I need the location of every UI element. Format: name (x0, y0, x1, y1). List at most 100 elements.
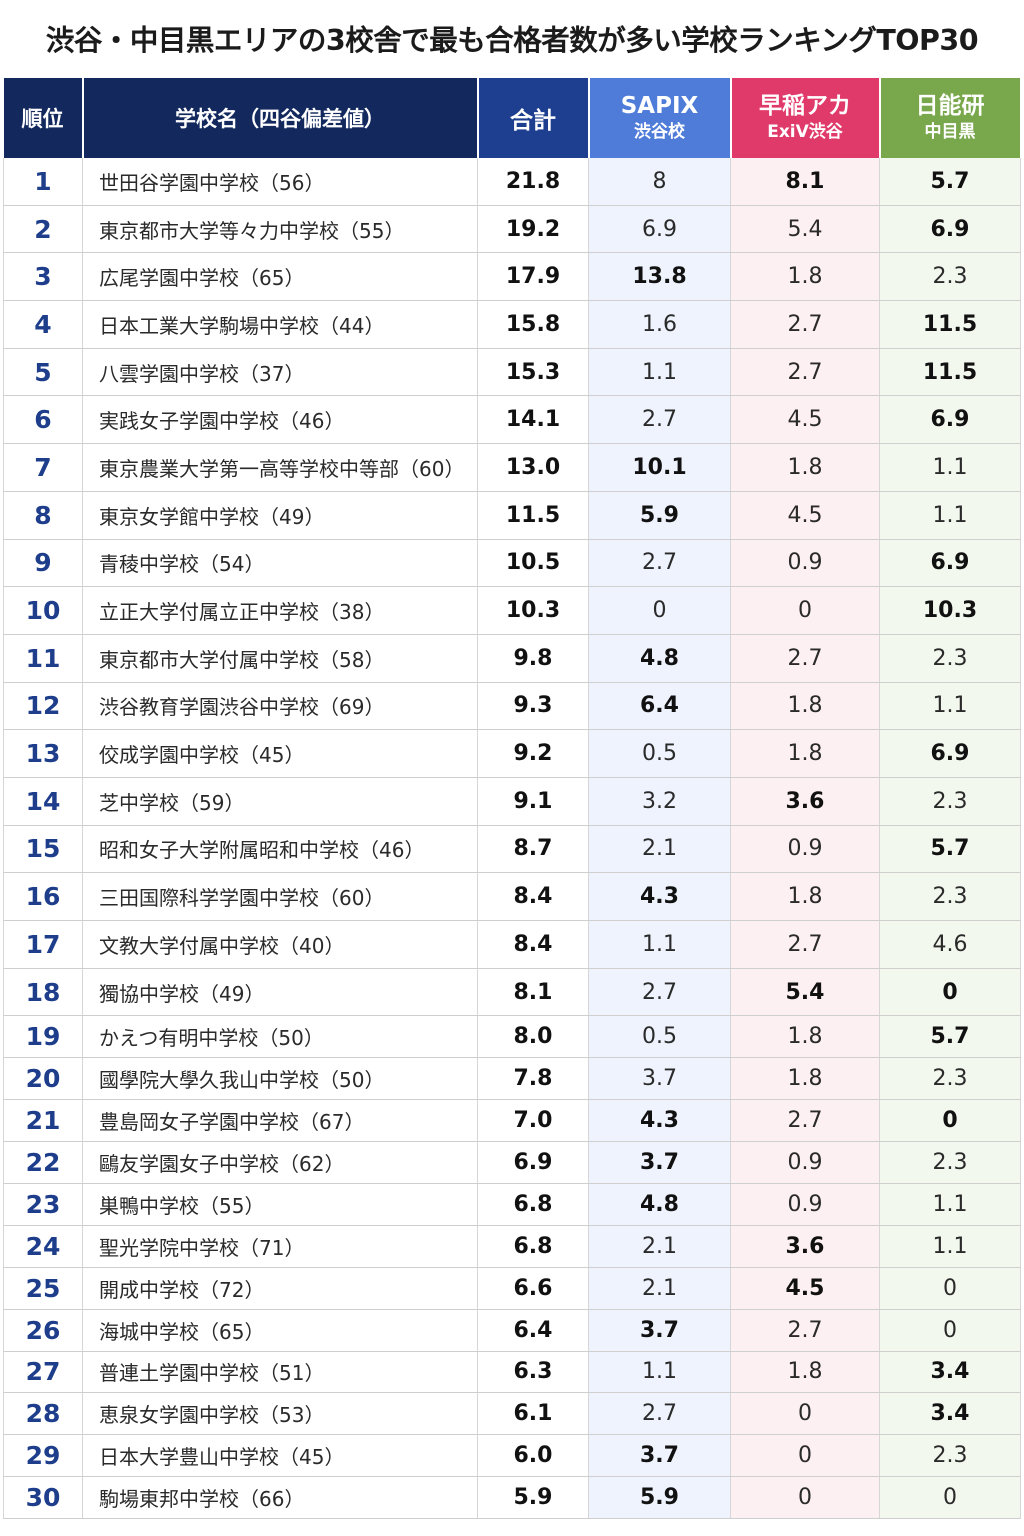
rank-cell: 4 (3, 300, 83, 349)
header-rank: 順位 (3, 78, 84, 158)
total-cell: 6.4 (477, 1309, 589, 1352)
sapix-cell: 3.7 (588, 1434, 731, 1478)
waseda-cell: 3.6 (730, 777, 880, 826)
school-cell: 獨協中学校（49） (82, 968, 478, 1017)
school-cell: 巣鴨中学校（55） (82, 1183, 478, 1226)
school-cell: 日本工業大学駒場中学校（44） (82, 300, 478, 349)
ranking-body: 1 世田谷学園中学校（56） 21.8 8 8.1 5.7 2 東京都市大学等々力中学校（55… (3, 158, 1021, 1520)
waseda-cell: 1.8 (730, 872, 880, 921)
table-row: 30 駒場東邦中学校（66） 5.9 5.9 0 0 (3, 1476, 1021, 1520)
nichi-cell: 5.7 (879, 158, 1021, 206)
sapix-cell: 0.5 (588, 729, 731, 778)
waseda-cell: 0.9 (730, 1141, 880, 1184)
rank-cell: 27 (3, 1351, 83, 1394)
school-cell: 三田国際科学学園中学校（60） (82, 872, 478, 921)
sapix-cell: 3.7 (588, 1141, 731, 1184)
rank-cell: 18 (3, 968, 83, 1017)
sapix-cell: 2.7 (588, 395, 731, 445)
rank-cell: 30 (3, 1476, 83, 1520)
sapix-cell: 2.7 (588, 539, 731, 588)
school-cell: かえつ有明中学校（50） (82, 1015, 478, 1059)
sapix-cell: 0 (588, 586, 731, 635)
table-row: 11 東京都市大学付属中学校（58） 9.8 4.8 2.7 2.3 (3, 634, 1021, 683)
total-cell: 8.7 (477, 825, 589, 874)
total-cell: 6.0 (477, 1434, 589, 1478)
waseda-cell: 2.7 (730, 300, 880, 349)
total-cell: 19.2 (477, 205, 589, 254)
waseda-cell: 1.8 (730, 1351, 880, 1394)
table-row: 10 立正大学付属立正中学校（38） 10.3 0 0 10.3 (3, 586, 1021, 635)
header-school: 学校名（四谷偏差値） (82, 78, 479, 158)
rank-cell: 7 (3, 443, 83, 492)
school-cell: 開成中学校（72） (82, 1267, 478, 1310)
sapix-cell: 3.7 (588, 1309, 731, 1352)
sapix-cell: 1.1 (588, 1351, 731, 1394)
table-row: 24 聖光学院中学校（71） 6.8 2.1 3.6 1.1 (3, 1225, 1021, 1268)
table-row: 20 國學院大學久我山中学校（50） 7.8 3.7 1.8 2.3 (3, 1057, 1021, 1101)
total-cell: 6.6 (477, 1267, 589, 1310)
nichi-cell: 4.6 (879, 920, 1021, 969)
total-cell: 7.0 (477, 1099, 589, 1143)
total-cell: 21.8 (477, 158, 589, 206)
rank-cell: 29 (3, 1434, 83, 1478)
table-row: 13 佼成学園中学校（45） 9.2 0.5 1.8 6.9 (3, 729, 1021, 778)
sapix-cell: 2.7 (588, 1392, 731, 1436)
rank-cell: 22 (3, 1141, 83, 1184)
school-cell: 聖光学院中学校（71） (82, 1225, 478, 1268)
school-cell: 文教大学付属中学校（40） (82, 920, 478, 969)
nichi-cell: 2.3 (879, 634, 1021, 683)
nichi-cell: 2.3 (879, 1057, 1021, 1101)
total-cell: 6.9 (477, 1141, 589, 1184)
school-cell: 東京農業大学第一高等学校中等部（60） (82, 443, 478, 492)
nichi-cell: 10.3 (879, 586, 1021, 635)
table-row: 15 昭和女子大学附属昭和中学校（46） 8.7 2.1 0.9 5.7 (3, 825, 1021, 874)
school-cell: 國學院大學久我山中学校（50） (82, 1057, 478, 1101)
waseda-cell: 1.8 (730, 1057, 880, 1101)
nichi-cell: 0 (879, 1476, 1021, 1520)
nichi-cell: 2.3 (879, 777, 1021, 826)
header-waseda-branch: ExiV渋谷 (767, 122, 843, 142)
sapix-cell: 4.3 (588, 872, 731, 921)
sapix-cell: 6.4 (588, 682, 731, 731)
rank-cell: 26 (3, 1309, 83, 1352)
nichi-cell: 1.1 (879, 491, 1021, 540)
sapix-cell: 8 (588, 158, 731, 206)
school-cell: 豊島岡女子学園中学校（67） (82, 1099, 478, 1143)
rank-cell: 14 (3, 777, 83, 826)
total-cell: 6.3 (477, 1351, 589, 1394)
waseda-cell: 0 (730, 1434, 880, 1478)
rank-cell: 21 (3, 1099, 83, 1143)
table-row: 27 普連土学園中学校（51） 6.3 1.1 1.8 3.4 (3, 1351, 1021, 1394)
table-row: 2 東京都市大学等々力中学校（55） 19.2 6.9 5.4 6.9 (3, 205, 1021, 254)
waseda-cell: 0.9 (730, 1183, 880, 1226)
rank-cell: 1 (3, 158, 83, 206)
rank-cell: 23 (3, 1183, 83, 1226)
sapix-cell: 5.9 (588, 1476, 731, 1520)
nichi-cell: 2.3 (879, 252, 1021, 302)
table-row: 16 三田国際科学学園中学校（60） 8.4 4.3 1.8 2.3 (3, 872, 1021, 921)
rank-cell: 2 (3, 205, 83, 254)
sapix-cell: 1.6 (588, 300, 731, 349)
total-cell: 8.0 (477, 1015, 589, 1059)
nichi-cell: 6.9 (879, 539, 1021, 588)
total-cell: 10.5 (477, 539, 589, 588)
waseda-cell: 1.8 (730, 1015, 880, 1059)
sapix-cell: 2.1 (588, 1267, 731, 1310)
waseda-cell: 4.5 (730, 1267, 880, 1310)
waseda-cell: 1.8 (730, 729, 880, 778)
nichi-cell: 2.3 (879, 872, 1021, 921)
header-nichi-name: 日能研 (915, 93, 985, 119)
nichi-cell: 1.1 (879, 443, 1021, 492)
waseda-cell: 1.8 (730, 682, 880, 731)
nichi-cell: 1.1 (879, 1225, 1021, 1268)
school-cell: 八雲学園中学校（37） (82, 348, 478, 397)
waseda-cell: 2.7 (730, 1309, 880, 1352)
table-row: 3 広尾学園中学校（65） 17.9 13.8 1.8 2.3 (3, 252, 1021, 302)
table-row: 8 東京女学館中学校（49） 11.5 5.9 4.5 1.1 (3, 491, 1021, 540)
header-waseda: 早稲アカ ExiV渋谷 (730, 78, 881, 158)
school-cell: 広尾学園中学校（65） (82, 252, 478, 302)
sapix-cell: 13.8 (588, 252, 731, 302)
nichi-cell: 3.4 (879, 1392, 1021, 1436)
total-cell: 15.8 (477, 300, 589, 349)
total-cell: 9.3 (477, 682, 589, 731)
